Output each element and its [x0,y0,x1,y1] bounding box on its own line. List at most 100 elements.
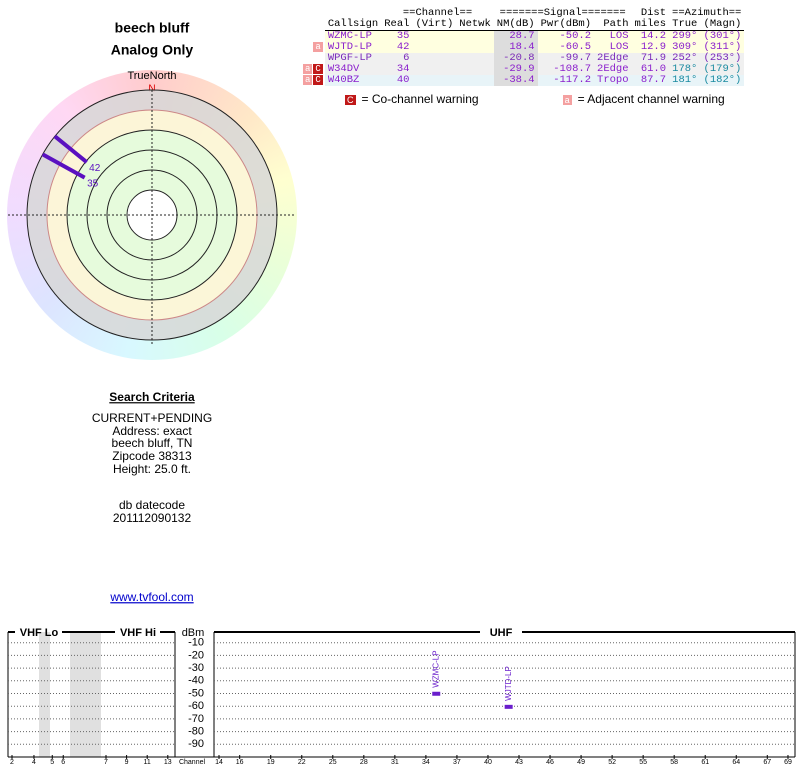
real-cell: 35 [396,30,410,42]
x-tick-label: 9 [125,759,129,766]
x-tick-label: 5 [50,759,54,766]
group-row: ==Channel== =======Signal======= Dist ==Azi… [302,8,744,19]
section-label: VHF Lo [20,627,59,639]
badges [302,53,325,64]
callsign-cell: W40BZ [327,74,360,86]
empty-cell [456,64,494,75]
spacer [302,8,325,19]
badges: a [302,42,325,53]
x-tick-label: 69 [784,759,792,766]
x-tick-label: 58 [670,759,678,766]
empty-cell [456,42,494,53]
subtitle: Analog Only [111,42,194,58]
y-tick-label: -30 [188,662,204,674]
legend-badge: a [562,95,572,105]
legend-text: = Adjacent channel warning [577,92,725,106]
x-tick-label: 16 [236,759,244,766]
pwr-cell: -108.7 [553,63,592,75]
search-line: Height: 25.0 ft. [113,462,191,476]
y-tick-label: -70 [188,713,204,725]
bar-label: WJTD-LP [504,666,513,701]
column-header: True [669,19,701,31]
x-tick-label: 37 [453,759,461,766]
real-cell: 42 [396,41,410,53]
dist-cell: 61.0 [640,63,667,75]
x-tick-label: 14 [215,759,223,766]
spacer [302,19,325,31]
callsign-cell: WZMC-LP [327,30,372,42]
x-tick-label: 40 [484,759,492,766]
true-cell: 252° [672,52,698,64]
legend: C = Co-channel warning a = Adjacent channel… [345,92,731,106]
search-line: CURRENT+PENDING [92,411,212,425]
true-cell: 181° [672,74,698,86]
column-header: Path [594,19,632,31]
x-tick-label: 25 [329,759,337,766]
axis-label: Channel [179,759,206,766]
magn-cell: (253°) [703,52,742,64]
empty-cell [456,75,494,86]
nm-cell: -29.9 [493,64,538,75]
x-tick-label: 67 [763,759,771,766]
x-tick-label: 46 [546,759,554,766]
link[interactable]: www.tvfool.com [109,590,193,604]
x-tick-label: 52 [608,759,616,766]
real-cell: 40 [396,74,410,86]
y-tick-label: -40 [188,675,204,687]
warning-badge: C [313,64,323,74]
column-header: Callsign [324,19,382,31]
nm-cell: 28.7 [493,30,538,42]
x-tick-label: 11 [144,759,151,766]
compass-label: TrueNorth [127,70,176,82]
column-header: Real [381,19,413,31]
y-tick-label: -90 [188,738,204,750]
ray-label: 35 [87,178,99,189]
x-tick-label: 2 [10,759,14,766]
x-tick-label: 43 [515,759,523,766]
warning-badge: C [313,75,323,85]
search-line: Zipcode 38313 [112,449,192,463]
path-cell: 2Edge [597,63,629,75]
section-label: UHF [490,627,513,639]
group-header: ==Azimuth== [672,7,742,19]
dist-cell: 14.2 [640,30,667,42]
x-tick-label: 7 [104,759,108,766]
warning-badge: a [313,42,323,52]
x-tick-label: 22 [298,759,306,766]
path-cell: LOS [609,30,629,42]
y-tick-label: -10 [188,637,204,649]
warning-badge: a [303,75,313,85]
datecode: 201112090132 [113,511,192,525]
group-header: =======Signal======= [499,7,626,19]
magn-cell: (311°) [703,41,742,53]
real-cell: 6 [403,52,410,64]
ray-label: 42 [89,163,101,174]
callsign-cell: W34DV [327,63,360,75]
pwr-cell: -99.7 [559,52,592,64]
empty-cell [456,31,494,43]
y-tick-label: -50 [188,687,204,699]
callsign-cell: WJTD-LP [327,41,372,53]
badges [302,30,325,42]
signal-bar [504,704,513,709]
dist-cell: 12.9 [640,41,667,53]
true-cell: 178° [672,63,698,75]
bar-label: WZMC-LP [431,650,440,687]
real-cell: 34 [396,63,410,75]
search-title: Search Criteria [109,390,195,404]
y-tick-label: -60 [188,700,204,712]
empty-cell [456,53,494,64]
search-line: Address: exact [112,424,192,438]
magn-cell: (301°) [703,30,742,42]
station-row: a WJTD-LP 42 18.4 -60.5 LOS 12.9 309° (311°) [302,41,745,53]
x-tick-label: 34 [422,759,430,766]
spectrum-frame [7,631,796,758]
pwr-cell: -50.2 [559,30,592,42]
callsign-cell: WPGF-LP [327,52,372,64]
x-tick-label: 55 [639,759,647,766]
empty-cell [412,75,456,86]
